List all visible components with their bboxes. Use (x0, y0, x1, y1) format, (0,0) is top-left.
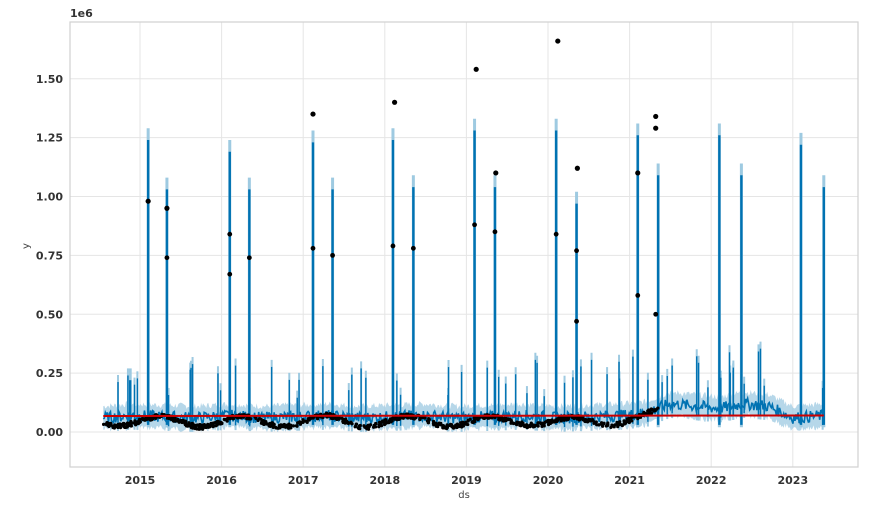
y-axis-ticks: 0.00 0.25 0.50 0.75 1.00 1.25 1.50 (36, 73, 63, 439)
x-tick-label: 2021 (614, 474, 645, 487)
grid-lines (70, 22, 858, 467)
x-tick-label: 2019 (451, 474, 482, 487)
observed-points (101, 38, 660, 431)
observed-outlier (145, 198, 151, 204)
y-axis-label: y (21, 243, 32, 249)
x-tick-label: 2020 (533, 474, 564, 487)
y-tick-label: 1.00 (36, 191, 63, 204)
y-tick-label: 0.00 (36, 426, 63, 439)
x-axis-label: ds (458, 490, 470, 501)
observed-outlier (310, 111, 316, 117)
x-tick-label: 2015 (125, 474, 156, 487)
x-tick-label: 2018 (369, 474, 400, 487)
observed-outlier (555, 38, 561, 44)
y-tick-label: 1.25 (36, 132, 63, 145)
y-tick-label: 0.75 (36, 249, 63, 262)
uncertainty-band (103, 118, 826, 433)
forecast-line (102, 130, 826, 428)
observed-outlier (493, 170, 499, 176)
x-axis-ticks: 2015 2016 2017 2018 2019 2020 2021 2022 2023 (125, 474, 808, 487)
observed-outlier (391, 99, 398, 105)
y-tick-label: 1.50 (36, 73, 63, 86)
observed-outlier (164, 205, 170, 211)
y-tick-label: 0.50 (36, 308, 63, 321)
x-tick-label: 2022 (696, 474, 727, 487)
y-tick-label: 0.25 (36, 367, 63, 380)
x-tick-label: 2016 (206, 474, 237, 487)
observed-outlier (473, 66, 479, 72)
observed-outlier (574, 165, 580, 171)
observed-outlier (635, 170, 641, 176)
x-tick-label: 2017 (288, 474, 319, 487)
plot-frame (69, 21, 859, 468)
x-tick-label: 2023 (777, 474, 808, 487)
y-axis-offset-label: 1e6 (70, 7, 93, 20)
observed-outlier (653, 113, 659, 120)
observed-outlier (653, 125, 659, 131)
